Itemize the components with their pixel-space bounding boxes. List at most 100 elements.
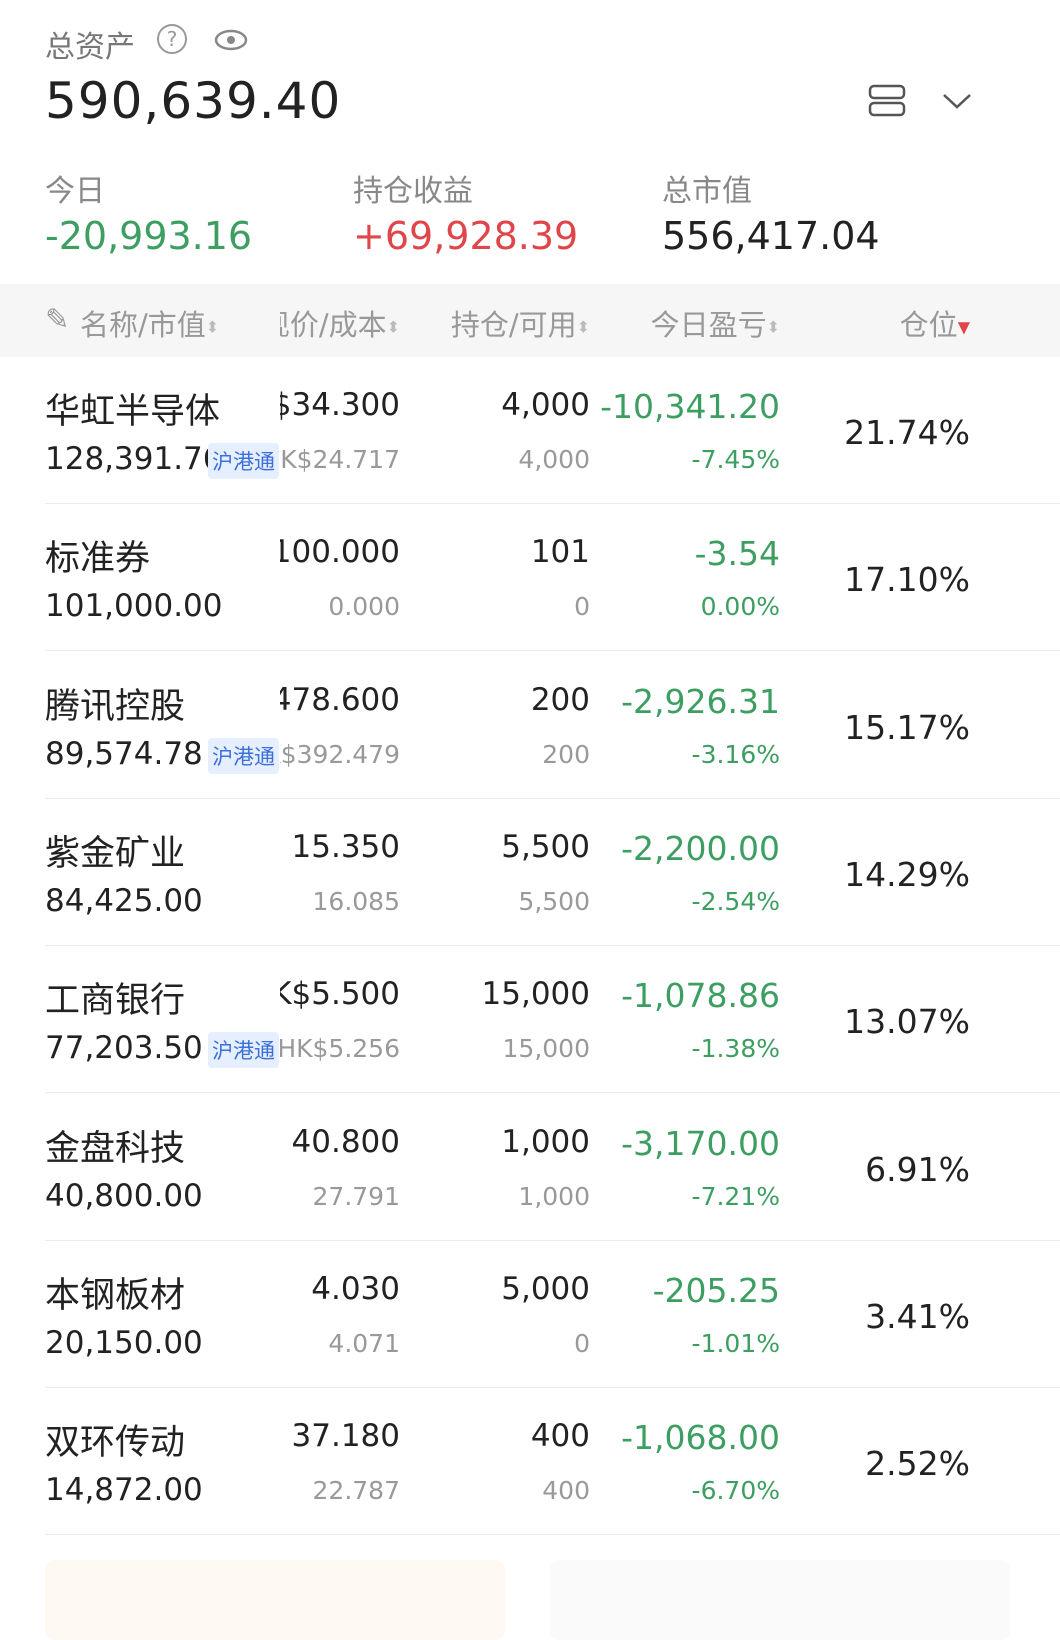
today-pnl-pct: -2.54% <box>691 886 780 916</box>
stock-name: 工商银行 <box>45 981 186 1022</box>
position-weight: 2.52% <box>865 1444 970 1484</box>
divider <box>45 797 1060 799</box>
available: 1,000 <box>518 1181 590 1211</box>
price: 37.180 <box>280 1418 400 1454</box>
available: 4,000 <box>518 445 590 474</box>
today-pnl-pct: -3.16% <box>691 739 780 769</box>
available: 0 <box>574 1328 590 1358</box>
today-pnl-pct: 0.00% <box>700 592 780 622</box>
today-pnl-pct: -1.38% <box>691 1034 780 1064</box>
quantity: 101 <box>530 534 590 571</box>
market-value-label: 总市值 <box>662 174 752 209</box>
price: 15.350 <box>280 829 400 865</box>
holding-row[interactable]: 金盘科技 40,800.00 40.800 27.791 1,000 1,000… <box>0 1094 1060 1241</box>
market-value: 84,425.00 <box>45 882 203 919</box>
col-price[interactable]: ⬍现价/成本 <box>280 302 400 344</box>
price-text: HK$5.500 <box>280 976 400 1013</box>
market-value: 128,391.76 <box>45 441 223 477</box>
stock-name: 标准券 <box>45 539 151 580</box>
bottom-card-right[interactable] <box>550 1560 1010 1640</box>
today-pnl: -2,926.31 <box>621 681 780 721</box>
market-value: 101,000.00 <box>45 588 223 625</box>
position-weight: 3.41% <box>865 1296 970 1336</box>
cost-text: 0.000 <box>328 592 400 622</box>
cost: 22.787 <box>280 1476 400 1505</box>
divider <box>45 650 1060 652</box>
holding-profit-value: +69,928.39 <box>353 214 579 258</box>
col-name[interactable]: 名称/市值⬍ <box>80 308 220 342</box>
col-weight-label: 仓位 <box>899 308 958 342</box>
available: 5,500 <box>518 886 590 916</box>
eye-icon[interactable] <box>214 28 248 52</box>
market-value: 40,800.00 <box>45 1177 203 1214</box>
holding-row[interactable]: 工商银行 77,203.50 沪港通 HK$5.500 HK$5.256 15,… <box>0 946 1060 1094</box>
divider <box>45 1239 1060 1241</box>
cost-text: HK$392.479 <box>280 739 400 769</box>
today-pnl-pct: -7.21% <box>691 1181 780 1211</box>
connect-badge: 沪港通 <box>208 737 279 774</box>
col-weight[interactable]: 仓位▼ <box>899 308 970 342</box>
today-pnl: -3.54 <box>694 534 780 574</box>
cost: HK$392.479 <box>280 740 400 769</box>
edit-icon[interactable]: ✎ <box>45 302 70 336</box>
today-value: -20,993.16 <box>45 214 253 258</box>
cost-text: 4.071 <box>328 1328 400 1358</box>
col-pnl[interactable]: 今日盈亏⬍ <box>650 308 780 342</box>
layout-icon[interactable] <box>868 84 906 118</box>
connect-badge: 沪港通 <box>208 443 279 479</box>
holding-row[interactable]: 华虹半导体 128,391.76 沪港通 HK$34.300 HK$24.717… <box>0 357 1060 504</box>
stock-name: 紫金矿业 <box>45 833 186 874</box>
position-weight: 17.10% <box>844 560 970 600</box>
today-pnl-pct: -7.45% <box>691 445 780 474</box>
today-pnl-pct: -1.01% <box>691 1328 780 1358</box>
price: 40.800 <box>280 1124 400 1160</box>
quantity: 5,500 <box>501 828 590 865</box>
price: HK$34.300 <box>280 387 400 423</box>
cost: HK$5.256 <box>280 1034 400 1063</box>
col-price-label: 现价/成本 <box>280 308 387 342</box>
bottom-card-left[interactable] <box>45 1560 505 1640</box>
help-icon[interactable]: ? <box>157 24 187 54</box>
today-pnl: -10,341.20 <box>600 387 780 426</box>
divider <box>45 503 1060 504</box>
market-value: 77,203.50 <box>45 1030 203 1067</box>
price-text: 15.350 <box>291 828 400 865</box>
quantity: 5,000 <box>501 1270 590 1307</box>
position-weight: 14.29% <box>844 854 970 894</box>
today-pnl: -205.25 <box>652 1270 780 1310</box>
price-text: 40.800 <box>291 1123 400 1160</box>
market-value-value: 556,417.04 <box>662 214 880 258</box>
table-header: ✎ 名称/市值⬍ ⬍现价/成本 持仓/可用⬍ 今日盈亏⬍ 仓位▼ <box>0 284 1060 357</box>
cost-text: HK$24.717 <box>280 445 400 474</box>
col-pnl-label: 今日盈亏 <box>650 308 767 342</box>
holding-row[interactable]: 紫金矿业 84,425.00 15.350 16.085 5,500 5,500… <box>0 799 1060 946</box>
quantity: 200 <box>530 681 590 718</box>
cost-text: 22.787 <box>312 1476 400 1506</box>
quantity: 400 <box>530 1418 590 1455</box>
chevron-down-icon[interactable] <box>942 92 972 110</box>
market-value: 20,150.00 <box>45 1324 203 1361</box>
divider <box>45 1092 1060 1094</box>
holding-row[interactable]: 腾讯控股 89,574.78 沪港通 478.600 HK$392.479 20… <box>0 652 1060 799</box>
today-pnl: -2,200.00 <box>621 828 780 868</box>
price: HK$5.500 <box>280 976 400 1012</box>
cost: 27.791 <box>280 1182 400 1211</box>
stock-name: 双环传动 <box>45 1423 186 1464</box>
price: 478.600 <box>280 682 400 718</box>
holding-row[interactable]: 标准券 101,000.00 100.000 0.000 101 0 -3.54… <box>0 504 1060 652</box>
price-text: 478.600 <box>280 681 400 718</box>
col-qty-label: 持仓/可用 <box>450 308 577 342</box>
stock-name: 金盘科技 <box>45 1128 186 1169</box>
price-text: 100.000 <box>280 534 400 571</box>
stock-name: 华虹半导体 <box>45 392 221 432</box>
divider <box>45 1534 1060 1536</box>
col-qty[interactable]: 持仓/可用⬍ <box>450 308 590 342</box>
stock-name: 腾讯控股 <box>45 686 186 727</box>
today-pnl: -3,170.00 <box>621 1123 780 1163</box>
holding-row[interactable]: 双环传动 14,872.00 37.180 22.787 400 400 -1,… <box>0 1388 1060 1536</box>
holding-row[interactable]: 本钢板材 20,150.00 4.030 4.071 5,000 0 -205.… <box>0 1241 1060 1388</box>
available: 15,000 <box>502 1034 590 1064</box>
cost-text: HK$5.256 <box>280 1034 400 1064</box>
position-weight: 15.17% <box>844 707 970 747</box>
quantity: 15,000 <box>481 976 590 1013</box>
